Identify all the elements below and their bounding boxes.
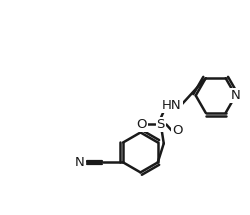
- Text: O: O: [136, 118, 146, 131]
- Text: HN: HN: [161, 99, 181, 112]
- Text: N: N: [230, 89, 239, 102]
- Text: N: N: [74, 156, 84, 169]
- Text: S: S: [156, 118, 164, 131]
- Text: O: O: [171, 124, 182, 137]
